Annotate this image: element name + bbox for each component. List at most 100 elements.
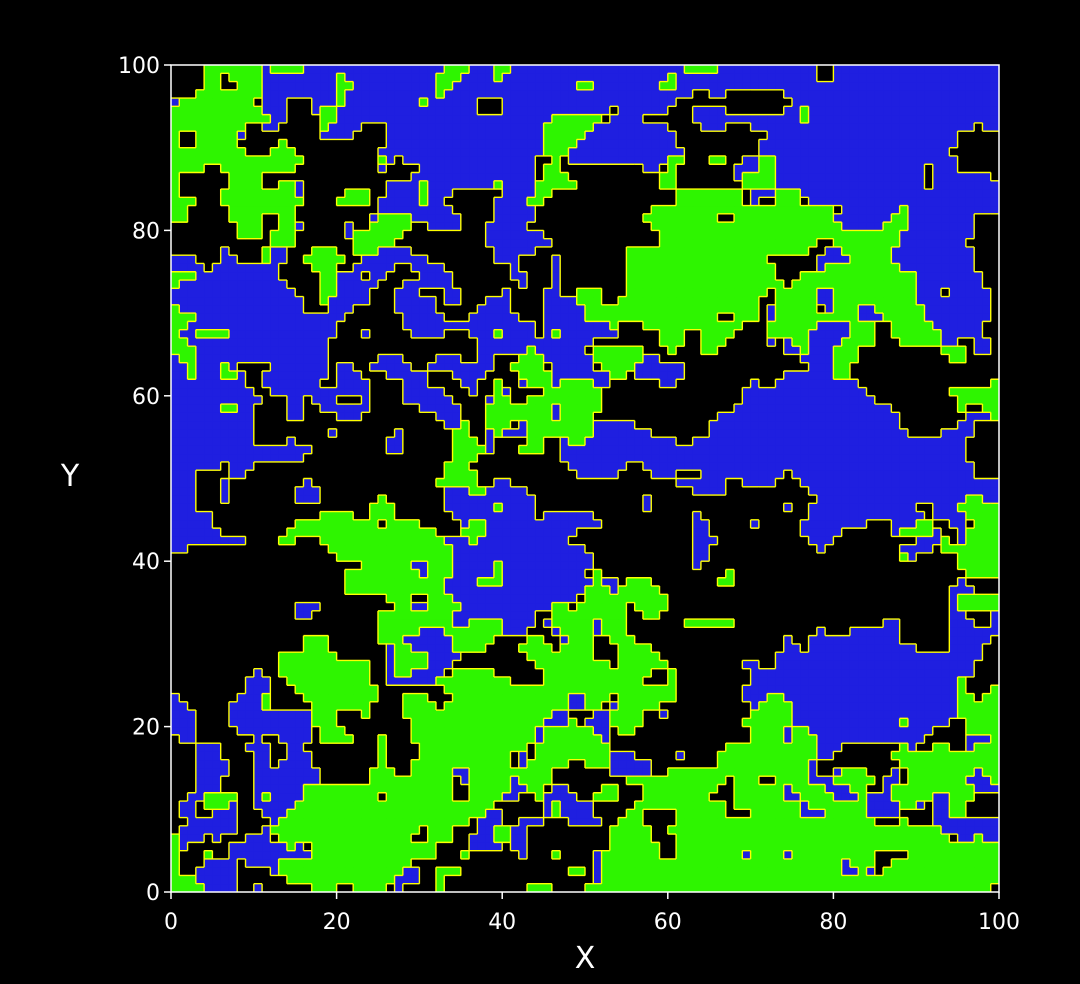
blue-cell <box>427 304 437 314</box>
green-cell <box>568 685 578 695</box>
blue-cell <box>369 263 379 273</box>
green-cell <box>270 238 280 248</box>
blue-cell <box>734 420 743 430</box>
green-cell <box>344 734 354 744</box>
blue-cell <box>874 627 884 637</box>
green-cell <box>957 751 967 761</box>
blue-cell <box>965 461 975 471</box>
blue-cell <box>195 263 205 273</box>
blue-cell <box>899 255 909 264</box>
blue-cell <box>767 478 776 488</box>
green-cell <box>957 801 967 810</box>
blue-cell <box>651 445 661 455</box>
green-cell <box>982 594 992 604</box>
green-cell <box>353 676 362 686</box>
blue-cell <box>949 627 959 637</box>
blue-cell <box>750 428 760 438</box>
green-cell <box>378 759 387 769</box>
green-cell <box>378 230 387 240</box>
blue-cell <box>212 412 222 422</box>
green-cell <box>808 321 818 331</box>
green-cell <box>634 263 644 273</box>
blue-cell <box>187 304 197 314</box>
blue-cell <box>899 643 909 653</box>
blue-cell <box>518 213 528 223</box>
blue-cell <box>179 486 189 496</box>
green-cell <box>344 685 354 695</box>
green-cell <box>435 792 445 802</box>
blue-cell <box>758 453 768 463</box>
green-cell <box>435 577 445 587</box>
green-cell <box>228 370 238 380</box>
green-cell <box>179 337 189 347</box>
green-cell <box>427 544 437 554</box>
blue-cell <box>825 404 834 413</box>
blue-cell <box>949 586 959 595</box>
blue-cell <box>286 362 296 372</box>
blue-cell <box>195 461 205 471</box>
green-cell <box>667 867 677 876</box>
blue-cell <box>386 205 396 215</box>
blue-cell <box>907 676 917 686</box>
green-cell <box>369 561 379 570</box>
green-cell <box>601 784 611 794</box>
blue-cell <box>535 734 545 744</box>
green-cell <box>982 569 992 579</box>
green-cell <box>386 627 396 637</box>
blue-cell <box>816 470 826 479</box>
blue-cell <box>518 536 528 546</box>
green-cell <box>336 850 346 860</box>
blue-cell <box>833 437 843 446</box>
blue-cell <box>262 718 271 728</box>
green-cell <box>957 594 967 604</box>
blue-cell <box>808 437 818 446</box>
blue-cell <box>676 370 685 380</box>
green-cell <box>485 718 495 728</box>
blue-cell <box>593 370 603 380</box>
blue-cell <box>593 519 603 529</box>
blue-cell <box>924 213 934 223</box>
green-cell <box>444 867 454 876</box>
green-cell <box>435 817 445 827</box>
blue-cell <box>303 354 313 364</box>
blue-cell <box>551 718 561 728</box>
green-cell <box>651 610 661 620</box>
green-cell <box>344 867 354 876</box>
blue-cell <box>220 304 230 314</box>
blue-cell <box>982 817 992 827</box>
green-cell <box>742 858 752 868</box>
blue-cell <box>700 486 710 496</box>
green-cell <box>311 792 321 802</box>
green-cell <box>883 825 892 835</box>
blue-cell <box>808 329 818 339</box>
blue-cell <box>800 453 810 463</box>
blue-cell <box>800 718 810 728</box>
green-cell <box>427 850 437 860</box>
blue-cell <box>469 577 478 587</box>
blue-cell <box>171 296 180 306</box>
green-cell <box>585 420 594 430</box>
blue-cell <box>916 801 925 810</box>
blue-cell <box>560 577 569 587</box>
green-cell <box>634 271 644 281</box>
green-cell <box>709 271 718 281</box>
green-cell <box>535 395 545 405</box>
blue-cell <box>419 643 429 653</box>
blue-cell <box>609 577 619 587</box>
green-cell <box>949 346 959 355</box>
green-cell <box>609 362 619 372</box>
green-cell <box>982 867 992 876</box>
blue-cell <box>883 660 892 670</box>
blue-cell <box>899 668 909 678</box>
green-cell <box>767 759 776 769</box>
green-cell <box>808 304 818 314</box>
green-cell <box>435 825 445 835</box>
blue-cell <box>990 817 999 827</box>
green-cell <box>891 280 901 289</box>
blue-cell <box>866 627 876 637</box>
green-cell <box>783 313 793 322</box>
blue-cell <box>179 255 189 264</box>
blue-cell <box>452 586 462 595</box>
blue-cell <box>990 619 999 628</box>
blue-cell <box>510 619 520 628</box>
